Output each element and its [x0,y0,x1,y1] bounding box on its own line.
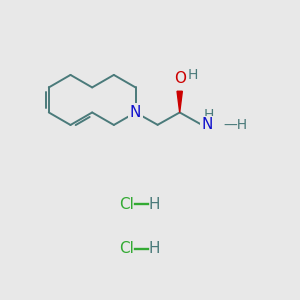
Text: Cl: Cl [119,197,134,212]
Text: —H: —H [223,118,247,132]
Text: H: H [149,197,160,212]
Text: N: N [201,117,213,132]
Text: H: H [203,107,214,122]
Text: H: H [149,241,160,256]
Text: H: H [188,68,198,82]
Polygon shape [177,91,182,112]
Text: Cl: Cl [119,241,134,256]
Text: O: O [174,71,186,86]
Text: N: N [130,105,141,120]
